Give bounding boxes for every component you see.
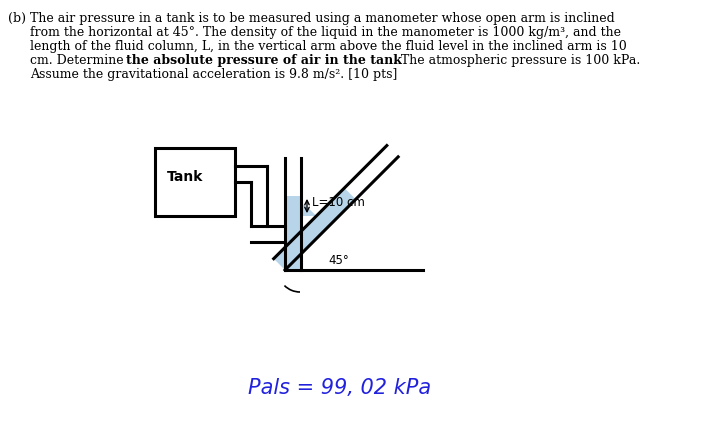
Text: 45°: 45°: [328, 253, 349, 266]
Text: Tank: Tank: [167, 170, 204, 184]
Text: The air pressure in a tank is to be measured using a manometer whose open arm is: The air pressure in a tank is to be meas…: [30, 12, 615, 25]
Text: Assume the gravitational acceleration is 9.8 m/s². [10 pts]: Assume the gravitational acceleration is…: [30, 68, 397, 81]
Text: . The atmospheric pressure is 100 kPa.: . The atmospheric pressure is 100 kPa.: [393, 54, 640, 67]
Text: from the horizontal at 45°. The density of the liquid in the manometer is 1000 k: from the horizontal at 45°. The density …: [30, 26, 621, 39]
Text: Pals = 99, 02 kPa: Pals = 99, 02 kPa: [248, 378, 431, 398]
Text: (b): (b): [8, 12, 26, 25]
Polygon shape: [274, 188, 355, 270]
Text: L=10 cm: L=10 cm: [312, 195, 365, 209]
Bar: [155, 148, 235, 216]
Text: the absolute pressure of air in the tank: the absolute pressure of air in the tank: [126, 54, 402, 67]
Text: length of the fluid column, L, in the vertical arm above the fluid level in the : length of the fluid column, L, in the ve…: [30, 40, 627, 53]
Polygon shape: [300, 205, 317, 216]
Text: cm. Determine: cm. Determine: [30, 54, 128, 67]
Bar: [286, 196, 300, 270]
